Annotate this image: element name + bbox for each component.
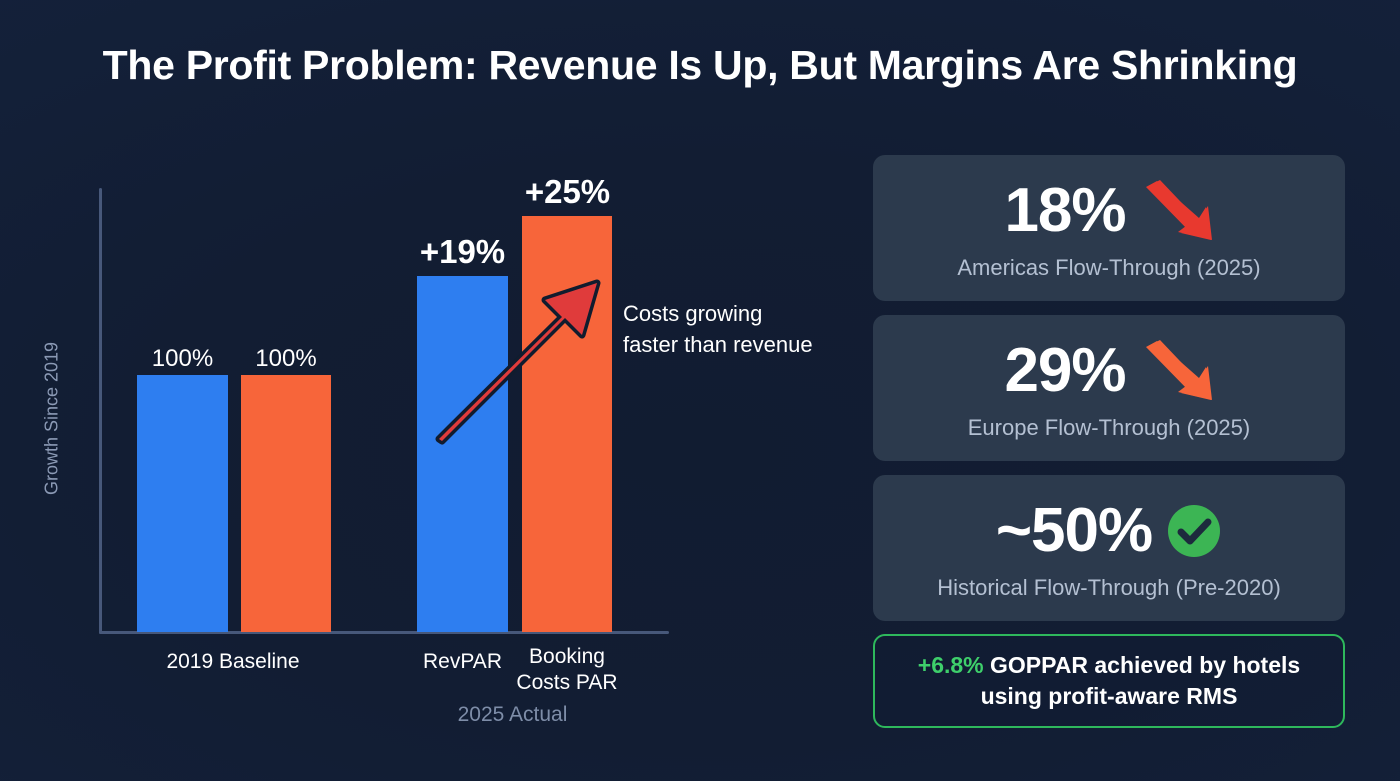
- stat-card-historical[interactable]: ~50% Historical Flow-Through (Pre-2020): [873, 475, 1345, 621]
- x-axis-line: [99, 631, 669, 634]
- x-tick-booking-costs-par: Booking Costs PAR: [516, 645, 618, 694]
- stat-card-europe-label: Europe Flow-Through (2025): [967, 415, 1251, 440]
- growth-trend-arrow-icon: [435, 279, 601, 445]
- y-axis-label: Growth Since 2019: [41, 341, 62, 496]
- bar-2025-revpar[interactable]: [417, 276, 508, 632]
- x-tick-2019-baseline: 2019 Baseline: [166, 650, 300, 673]
- y-axis-line: [99, 188, 102, 634]
- annotation-line-2: faster than revenue: [623, 332, 813, 357]
- goppar-callout-text: +6.8% GOPPAR achieved by hotels using pr…: [875, 650, 1343, 712]
- stat-card-europe[interactable]: 29% Europe Flow-Through (2025): [873, 315, 1345, 461]
- goppar-callout-percent: +6.8%: [917, 652, 984, 678]
- bar-chart: Growth Since 2019 100% 100% +19% +25% Co…: [41, 173, 813, 726]
- chart-annotation: Costs growing faster than revenue: [623, 298, 813, 360]
- bar-label-2019-revpar: 100%: [151, 345, 214, 372]
- check-circle-icon: [1168, 505, 1221, 557]
- stat-card-americas-row: 18%: [1004, 175, 1213, 247]
- x-group-label-2025-actual: 2025 Actual: [457, 703, 568, 726]
- stat-card-americas[interactable]: 18% Americas Flow-Through (2025): [873, 155, 1345, 301]
- bar-label-2019-booking-costs: 100%: [255, 345, 317, 372]
- stat-card-historical-row: ~50%: [996, 495, 1222, 567]
- bar-2019-revpar[interactable]: [137, 375, 228, 632]
- bar-2019-booking-costs[interactable]: [241, 375, 331, 632]
- stat-card-europe-value: 29%: [1004, 336, 1126, 405]
- x-tick-revpar: RevPAR: [423, 650, 502, 673]
- stat-card-historical-value: ~50%: [995, 496, 1153, 565]
- goppar-callout[interactable]: +6.8% GOPPAR achieved by hotels using pr…: [873, 634, 1345, 728]
- stat-card-europe-row: 29%: [1004, 335, 1213, 407]
- stat-card-americas-value: 18%: [1004, 176, 1126, 245]
- arrow-down-right-icon: [1145, 180, 1212, 240]
- page-title: The Profit Problem: Revenue Is Up, But M…: [102, 42, 1298, 88]
- stat-card-list: 18% Americas Flow-Through (2025) 29% Eur…: [873, 155, 1345, 635]
- arrow-down-right-icon: [1145, 340, 1212, 400]
- stat-card-historical-label: Historical Flow-Through (Pre-2020): [937, 575, 1281, 600]
- stat-card-americas-label: Americas Flow-Through (2025): [957, 255, 1261, 280]
- bar-label-2025-booking-costs: +25%: [524, 173, 611, 210]
- bar-label-2025-revpar: +19%: [419, 233, 506, 270]
- goppar-callout-body: GOPPAR achieved by hotels using profit-a…: [980, 652, 1301, 709]
- annotation-line-1: Costs growing: [623, 301, 763, 326]
